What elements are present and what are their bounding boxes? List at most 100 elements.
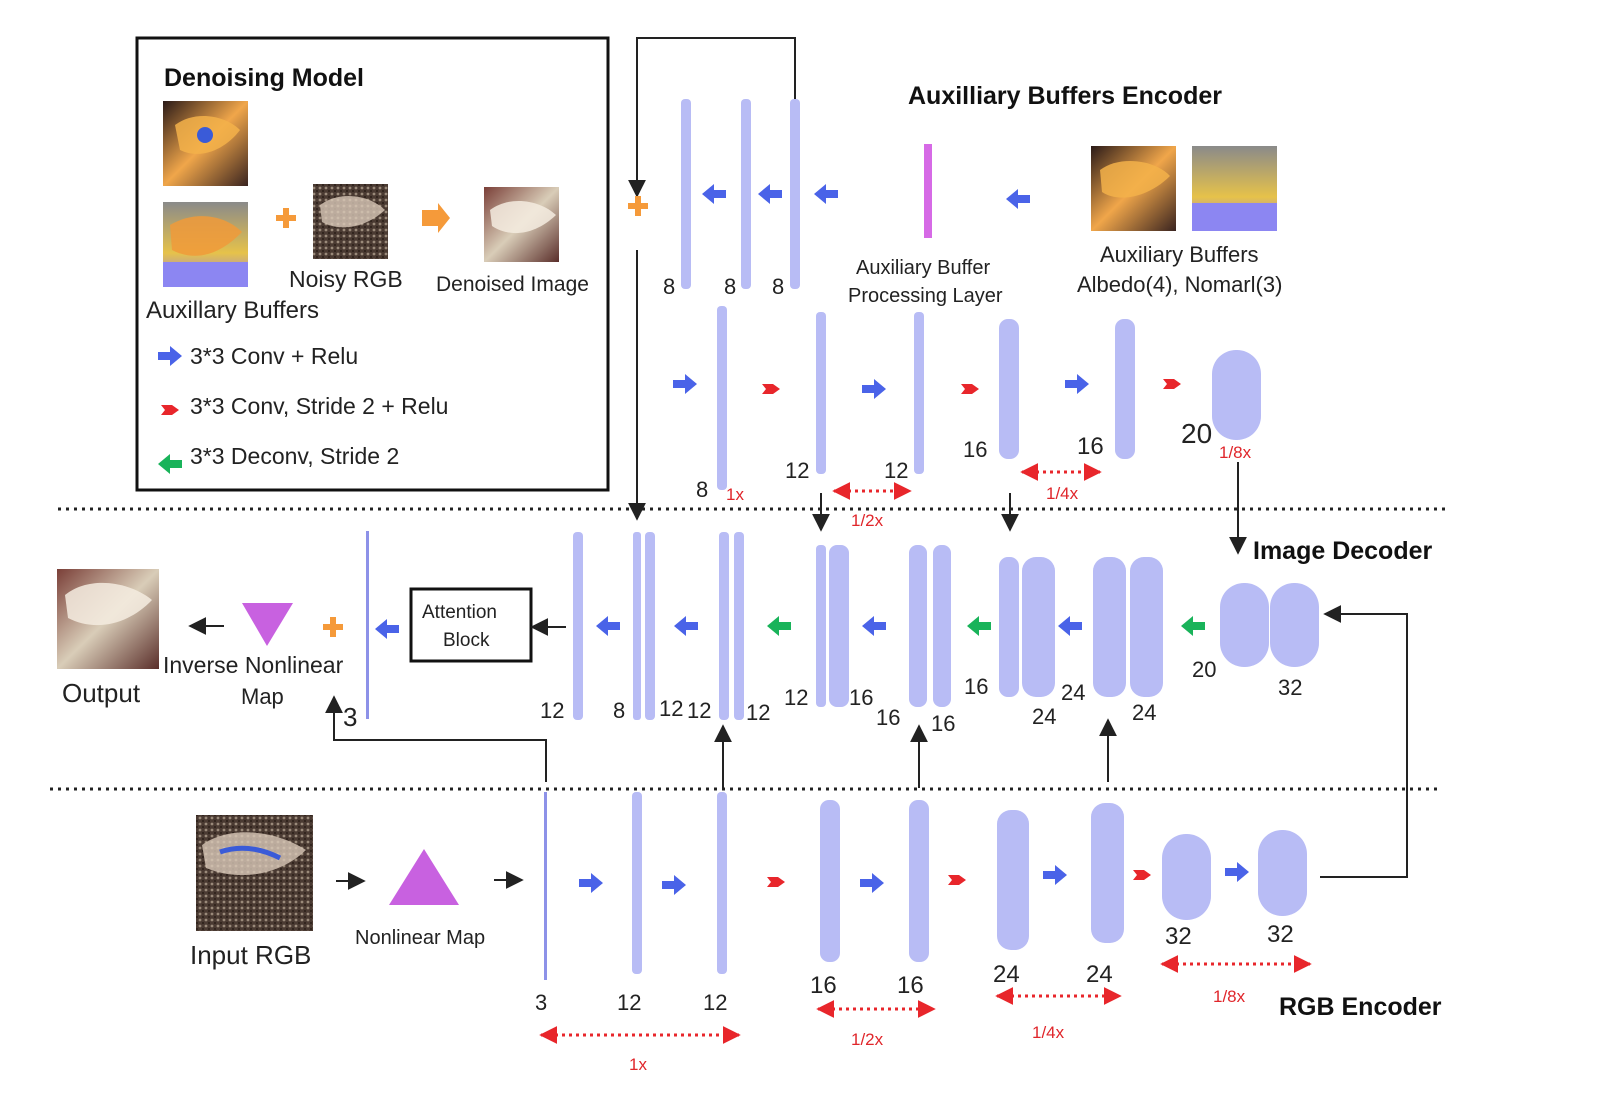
encoder-layer (1091, 803, 1124, 943)
aux-encoder-title: Auxilliary Buffers Encoder (908, 82, 1222, 110)
scale-label: 1/2x (851, 511, 884, 530)
rgb-encoder-title: RGB Encoder (1279, 993, 1442, 1021)
conv-arrow-icon (758, 184, 782, 204)
channel-label: 16 (876, 705, 900, 730)
conv-arrow-icon (1225, 862, 1249, 882)
conv-arrow-icon (579, 873, 603, 893)
conv-arrow-icon (1043, 865, 1067, 885)
conv-arrow-icon (860, 873, 884, 893)
channel-label: 8 (663, 274, 675, 299)
processing-layer (924, 144, 932, 238)
arrow-right-icon (422, 203, 450, 233)
conv-arrow-icon (674, 616, 698, 636)
legend-title: Denoising Model (164, 64, 364, 92)
channel-label: 32 (1278, 675, 1302, 700)
albedo-thumbnail (163, 101, 248, 186)
aux-layer (999, 319, 1019, 459)
legend-box: Denoising Model Auxillary Buffers Noisy … (135, 36, 610, 492)
encoder-layer (632, 792, 642, 974)
encoder-layer (909, 800, 929, 962)
encoder-layer (1258, 830, 1307, 916)
conv-arrow-icon (662, 875, 686, 895)
channel-label: 16 (931, 711, 955, 736)
channel-label: 20 (1192, 657, 1216, 682)
legend-deconv: 3*3 Deconv, Stride 2 (190, 443, 399, 469)
processing-layer-label: Processing Layer (848, 285, 1003, 307)
decoder-layer (573, 532, 583, 720)
aux-layer (1212, 350, 1261, 440)
conv-arrow-icon (596, 616, 620, 636)
scale-label: 1/4x (1046, 484, 1079, 503)
nonlinear-map-triangle (389, 849, 459, 905)
denoised-label: Denoised Image (436, 273, 589, 296)
deconv-arrow-icon (1181, 616, 1205, 636)
channel-label: 12 (687, 698, 711, 723)
aux-normal-thumbnail (1192, 146, 1277, 231)
channel-label: 24 (1061, 680, 1085, 705)
noisy-rgb-label: Noisy RGB (289, 266, 403, 292)
channel-label: 24 (1032, 704, 1056, 729)
scale-label: 1/4x (1032, 1023, 1065, 1042)
decoder-layer (1270, 583, 1319, 667)
decoder-layer (1093, 557, 1126, 697)
channel-label: 12 (703, 990, 727, 1015)
deconv-arrow-icon (158, 454, 182, 474)
input-rgb-label: Input RGB (190, 940, 311, 970)
output-label: Output (62, 678, 141, 708)
channel-label: 16 (897, 972, 924, 999)
conv-arrow-icon (862, 379, 886, 399)
decoder-layer (1130, 557, 1163, 697)
channel-label: 24 (1086, 961, 1113, 988)
aux-layer (681, 99, 691, 289)
decoder-layer (645, 532, 655, 720)
conv-arrow-icon (814, 184, 838, 204)
channel-label: 8 (613, 698, 625, 723)
plus-icon (323, 617, 343, 637)
decoder-layer (816, 545, 826, 707)
decoder-layer (933, 545, 951, 707)
input-rgb-thumbnail (196, 815, 313, 931)
channel-label: 16 (810, 972, 837, 999)
channel-label: 12 (784, 685, 808, 710)
skip-arrow (325, 695, 547, 782)
stride-arrow-icon (948, 875, 966, 885)
channel-label: 12 (785, 458, 809, 483)
stride-arrow-icon (961, 384, 979, 394)
decoder-layer (734, 532, 744, 720)
channel-label: 3 (535, 990, 547, 1015)
processing-layer-label: Auxiliary Buffer (856, 257, 990, 279)
scale-label: 1x (629, 1055, 647, 1074)
deconv-arrow-icon (767, 616, 791, 636)
channel-label: 32 (1267, 921, 1294, 948)
aux-layer (790, 99, 800, 289)
aux-albedo-thumbnail (1091, 146, 1176, 231)
channel-label: 3 (343, 702, 357, 732)
aux-layer (914, 312, 924, 474)
aux-skip-line (628, 37, 796, 198)
output-thumbnail (57, 569, 159, 669)
attention-label: Block (443, 630, 490, 651)
conv-arrow-icon (158, 346, 182, 366)
aux-buffers-label: Albedo(4), Nomarl(3) (1077, 272, 1282, 297)
stride-arrow-icon (767, 877, 785, 887)
channel-label: 12 (617, 990, 641, 1015)
encoder-layer (544, 792, 547, 980)
plus-icon (628, 196, 648, 216)
channel-label: 12 (659, 696, 683, 721)
inverse-map-triangle (242, 603, 293, 646)
image-decoder-title: Image Decoder (1253, 537, 1433, 565)
channel-label: 16 (1077, 433, 1104, 460)
conv-arrow-icon (1006, 189, 1030, 209)
conv-arrow-icon (702, 184, 726, 204)
encoder-layer (717, 792, 727, 974)
scale-label: 1x (726, 485, 744, 504)
aux-layer (1115, 319, 1135, 459)
channel-label: 16 (963, 437, 987, 462)
stride-arrow-icon (161, 405, 179, 415)
conv-arrow-icon (1058, 616, 1082, 636)
stride-arrow-icon (1163, 379, 1181, 389)
attention-label: Attention (422, 602, 497, 623)
scale-label: 1/2x (851, 1030, 884, 1049)
